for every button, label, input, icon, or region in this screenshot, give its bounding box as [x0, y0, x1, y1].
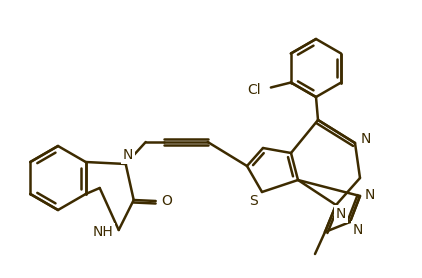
Text: N: N	[361, 132, 371, 146]
Text: NH: NH	[93, 225, 114, 239]
Text: Cl: Cl	[247, 83, 261, 96]
Text: N: N	[353, 223, 363, 237]
Text: O: O	[161, 194, 172, 208]
Text: N: N	[365, 188, 375, 202]
Text: N: N	[122, 148, 133, 162]
Text: S: S	[250, 194, 258, 208]
Text: N: N	[336, 207, 346, 221]
